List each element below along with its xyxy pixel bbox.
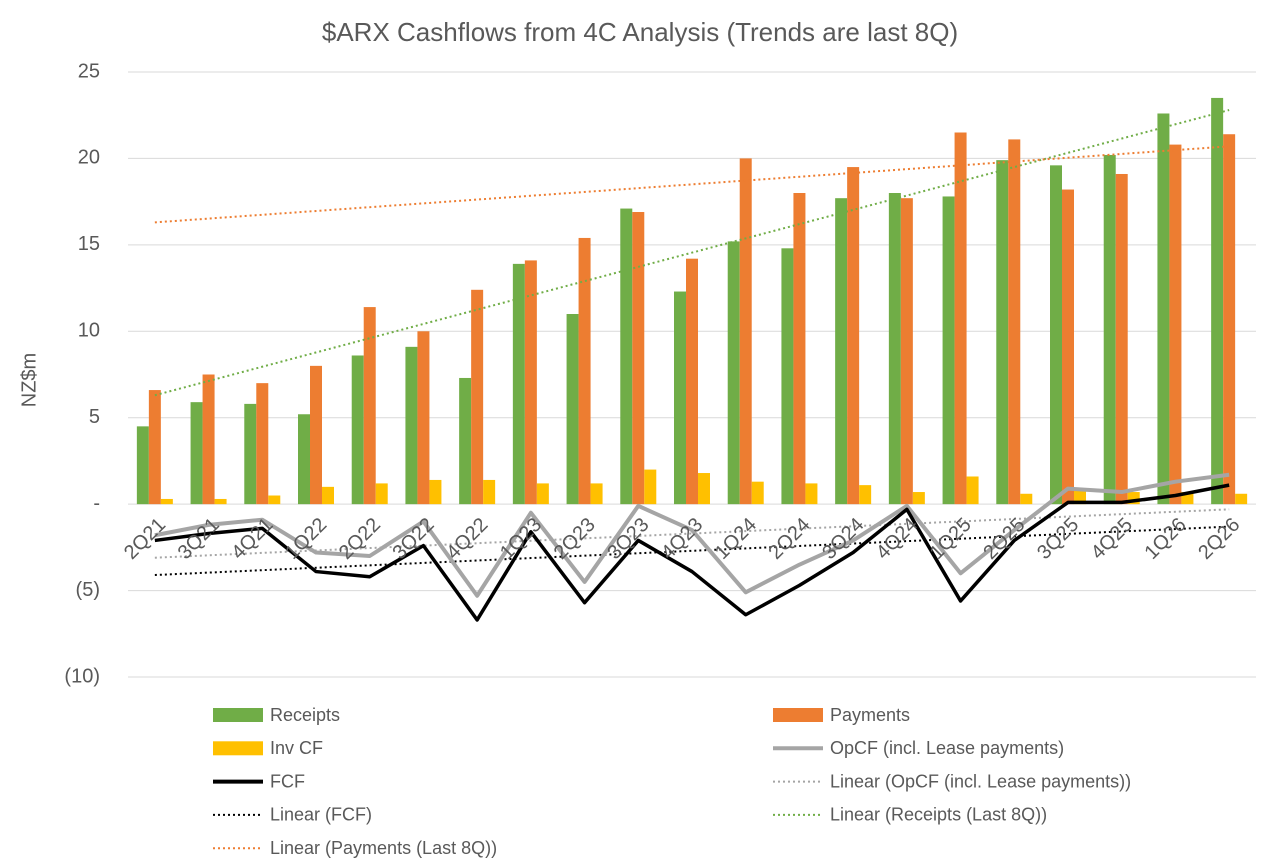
y-tick-label: (10)	[64, 665, 100, 687]
bar	[244, 403, 257, 505]
bar	[996, 160, 1009, 505]
bar	[578, 237, 591, 505]
bar	[363, 307, 376, 505]
bar	[148, 390, 161, 505]
bar	[256, 383, 269, 505]
legend-label: OpCF (incl. Lease payments)	[830, 738, 1064, 758]
bar	[1211, 97, 1224, 505]
bar	[351, 355, 364, 505]
x-tick-label: 1Q22	[281, 514, 331, 564]
bar	[298, 414, 310, 505]
bar	[590, 483, 603, 505]
bar	[781, 248, 794, 505]
legend-label: Payments	[830, 705, 910, 725]
bar	[632, 212, 645, 505]
bar	[888, 193, 901, 505]
legend-swatch	[213, 741, 263, 756]
bar	[160, 498, 173, 505]
bar	[1223, 134, 1236, 505]
bar	[847, 167, 860, 505]
bar	[375, 483, 388, 505]
bar	[1103, 154, 1116, 505]
bar	[805, 483, 818, 505]
bar	[536, 483, 549, 505]
x-tick-label: 2Q26	[1194, 514, 1244, 564]
trend-line	[154, 109, 1230, 397]
y-tick-label: 20	[78, 147, 100, 169]
bar	[417, 331, 430, 505]
bar	[900, 198, 913, 505]
bar	[214, 498, 227, 505]
bar	[1062, 189, 1074, 505]
x-tick-label: 2Q24	[765, 514, 815, 564]
chart-title: $ARX Cashflows from 4C Analysis (Trends …	[322, 17, 958, 47]
bar	[566, 314, 579, 505]
bar	[1115, 173, 1128, 505]
bar	[674, 291, 686, 505]
bar	[322, 486, 334, 505]
trend-line	[154, 525, 1230, 577]
legend-label: Linear (Payments (Last 8Q))	[270, 838, 497, 858]
bar	[1169, 144, 1182, 505]
x-tick-label: 3Q24	[818, 514, 868, 564]
bar	[727, 241, 740, 505]
y-tick-label: 25	[78, 60, 100, 82]
legend-label: Linear (OpCF (incl. Lease payments))	[830, 771, 1131, 791]
y-tick-label: (5)	[76, 579, 100, 601]
bar	[1235, 493, 1248, 505]
bar	[1050, 165, 1062, 505]
bar	[471, 289, 484, 505]
y-tick-label: 10	[78, 320, 100, 342]
legend-swatch	[213, 708, 263, 722]
legend-label: Inv CF	[270, 738, 323, 758]
legend-label: FCF	[270, 771, 305, 791]
bar	[793, 193, 806, 505]
legend-swatch	[773, 708, 823, 722]
bar	[268, 495, 281, 505]
bar	[954, 132, 967, 505]
x-tick-label: 1Q24	[711, 514, 761, 564]
bar	[859, 485, 872, 505]
y-tick-label: -	[93, 492, 100, 514]
y-tick-label: 15	[78, 233, 100, 255]
bar	[912, 492, 925, 505]
bar	[459, 377, 472, 505]
bar	[524, 260, 537, 505]
bar	[966, 476, 979, 505]
bar	[310, 365, 322, 505]
trend-line	[154, 508, 1230, 559]
x-tick-label: 4Q25	[1087, 514, 1137, 564]
bar	[835, 198, 848, 505]
x-tick-label: 4Q22	[442, 514, 492, 564]
bar	[202, 374, 215, 505]
y-tick-label: 5	[89, 406, 100, 428]
bar	[136, 426, 149, 505]
bar	[620, 208, 633, 505]
y-axis-title: NZ$m	[18, 353, 40, 407]
bar	[1008, 139, 1021, 505]
bar	[190, 402, 203, 505]
legend-label: Linear (Receipts (Last 8Q))	[830, 805, 1047, 825]
bar	[751, 481, 764, 505]
bar	[429, 479, 442, 505]
line	[154, 472, 1230, 598]
x-tick-label: 1Q26	[1141, 514, 1191, 564]
bar	[1020, 493, 1033, 505]
bar	[1157, 113, 1170, 505]
bar	[942, 196, 955, 505]
bar	[739, 158, 752, 505]
line	[154, 483, 1230, 622]
bar	[686, 258, 698, 505]
x-tick-label: 2Q25	[979, 514, 1029, 564]
bar	[483, 479, 496, 505]
bar	[698, 473, 710, 505]
bar	[512, 263, 525, 505]
legend-label: Linear (FCF)	[270, 805, 372, 825]
bar	[644, 469, 657, 505]
bar	[405, 346, 418, 505]
legend-label: Receipts	[270, 705, 340, 725]
